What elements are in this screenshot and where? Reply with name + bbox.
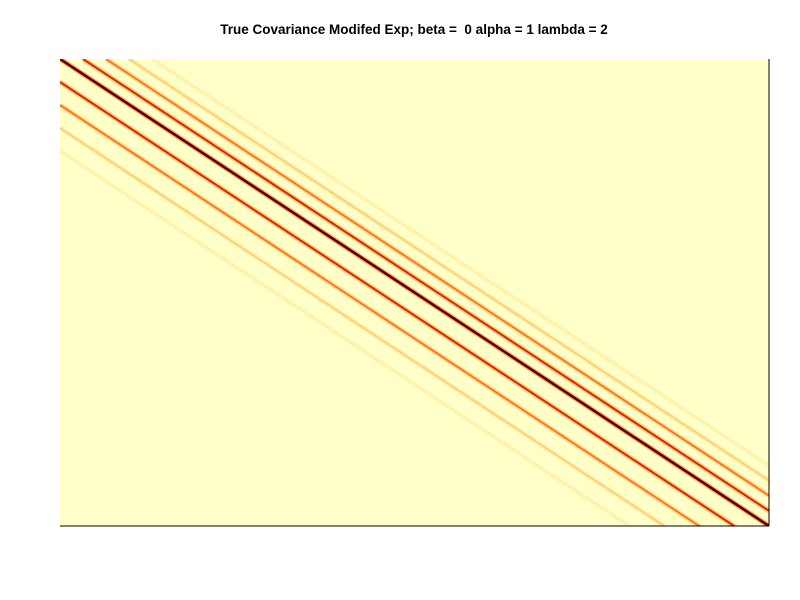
lower-diagonal-band-4 (60, 150, 632, 526)
lower-diagonal-band-2 (60, 104, 701, 526)
main-diagonal-band (60, 59, 769, 526)
upper-diagonal-band-1 (82, 59, 769, 513)
upper-diagonal-band-2 (105, 59, 769, 497)
upper-diagonal-band-3 (128, 59, 769, 482)
upper-diagonal-band-4 (151, 59, 769, 467)
lower-diagonal-band-1 (60, 81, 736, 526)
chart-title: True Covariance Modifed Exp; beta = 0 al… (220, 22, 608, 37)
lower-diagonal-band-3 (60, 127, 667, 526)
